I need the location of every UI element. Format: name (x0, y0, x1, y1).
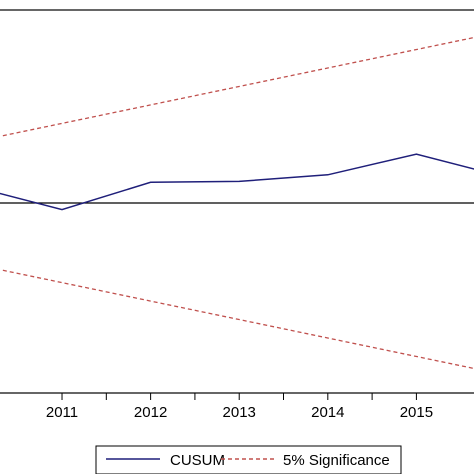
x-tick-label-2012: 2012 (134, 404, 167, 421)
x-tick-label-2014: 2014 (311, 404, 344, 421)
legend: CUSUM 5% Significance (95, 445, 402, 474)
x-tick-label-2013: 2013 (223, 404, 256, 421)
x-axis: 2011 2012 2013 2014 2015 (46, 393, 433, 421)
lower-significance-line (0, 269, 474, 370)
cusum-line (0, 153, 474, 211)
x-tick-label-2015: 2015 (400, 404, 433, 421)
plot-frame (0, 9, 474, 394)
x-tick-label-2011: 2011 (46, 404, 78, 421)
series-layer (0, 36, 474, 370)
upper-significance-line (0, 36, 474, 137)
legend-significance-label: 5% Significance (283, 452, 390, 469)
legend-box (95, 445, 402, 474)
legend-cusum-label: CUSUM (170, 452, 225, 469)
